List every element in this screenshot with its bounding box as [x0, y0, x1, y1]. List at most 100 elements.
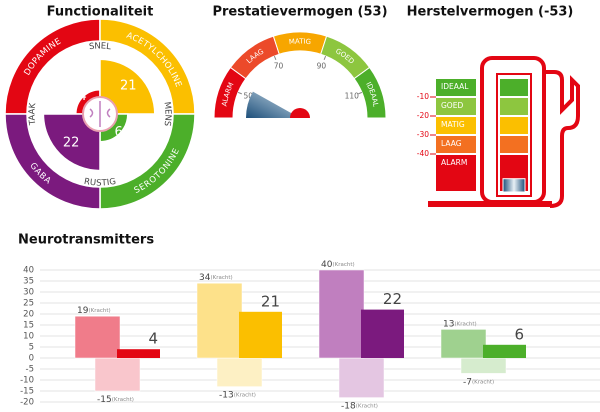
y-tick-label: 30	[23, 288, 34, 298]
chart-title: Neurotransmitters	[18, 233, 154, 248]
level-label: LAAG	[441, 139, 462, 148]
y-tick-label: -15	[20, 387, 34, 397]
bar	[94, 357, 141, 392]
value-label: 19(Kracht)	[77, 306, 111, 316]
bar	[483, 344, 526, 358]
level-column	[500, 136, 528, 153]
value-label: -15(Kracht)	[97, 395, 134, 405]
value-number: 34	[199, 273, 211, 283]
level-column	[500, 98, 528, 115]
value-label: 13(Kracht)	[443, 319, 477, 329]
bar	[74, 315, 121, 359]
value-note: (Kracht)	[332, 262, 354, 268]
bar	[460, 357, 507, 374]
value-label: 4	[78, 89, 86, 104]
value-label: -13(Kracht)	[219, 390, 256, 400]
level-label: GOED	[441, 101, 463, 110]
value-note: (Kracht)	[454, 321, 476, 327]
tank-base	[428, 201, 552, 207]
gauge-needle	[246, 91, 300, 118]
level-label: MATIG	[441, 120, 465, 129]
brain-icon	[89, 101, 111, 127]
value-label: -7(Kracht)	[463, 377, 494, 387]
polar-sector	[42, 113, 101, 172]
value-note: (Kracht)	[210, 275, 232, 281]
inner-label: RUSTIG	[83, 176, 117, 188]
tick-mark	[358, 91, 363, 95]
inner-label: MENS	[162, 101, 173, 127]
bar	[216, 357, 263, 387]
bar	[318, 269, 365, 359]
y-tick-label: -5	[26, 365, 34, 375]
value-label: 6	[115, 125, 123, 140]
inner-label: SNEL	[89, 41, 112, 52]
y-tick-label: 25	[23, 299, 34, 309]
y-tick-label: 35	[23, 277, 34, 287]
value-note: (Kracht)	[356, 403, 378, 409]
tick-label: 110	[345, 92, 360, 101]
tick-label: 70	[274, 61, 284, 70]
y-tick-label: -10	[417, 92, 429, 101]
y-tick-label: 15	[23, 321, 34, 331]
value-note: (Kracht)	[112, 397, 134, 403]
bar	[239, 311, 282, 358]
level-box	[436, 117, 476, 134]
bar	[440, 329, 487, 359]
value-label: 22	[383, 290, 402, 308]
y-tick-label: -10	[20, 376, 34, 386]
y-tick-label: 20	[23, 310, 34, 320]
pump-hose	[544, 70, 580, 208]
value-number: -7	[463, 377, 472, 387]
tick-mark	[237, 91, 242, 95]
y-tick-label: 40	[23, 266, 34, 276]
value-number: 19	[77, 306, 89, 316]
tank-window	[496, 73, 532, 197]
value-note: (Kracht)	[234, 392, 256, 398]
value-number: 40	[321, 260, 333, 270]
level-box	[436, 155, 476, 191]
level-label: IDEAAL	[441, 82, 469, 91]
value-label: 22	[63, 135, 80, 150]
ring-segment	[4, 113, 101, 210]
tick-label: 90	[317, 61, 327, 70]
level-box	[436, 79, 476, 96]
level-column	[500, 117, 528, 134]
bar	[117, 349, 160, 358]
tick-mark	[273, 55, 277, 60]
gauge-band	[353, 66, 387, 119]
value-label: 4	[148, 330, 158, 348]
bar	[196, 282, 243, 359]
y-tick-label: 10	[23, 332, 34, 342]
level-box	[436, 98, 476, 115]
gauge-hub	[290, 108, 310, 118]
band-label: MATIG	[289, 37, 312, 46]
tick-label: 50	[243, 92, 253, 101]
value-number: -15	[97, 395, 112, 405]
inner-label: RUSTIG	[83, 176, 117, 188]
tick-mark	[323, 55, 327, 60]
value-label: 21	[120, 78, 137, 93]
polar-sector	[99, 58, 156, 115]
inner-label: MENS	[162, 101, 173, 127]
inner-label: TAAK	[27, 102, 38, 127]
bar	[338, 357, 385, 398]
y-tick-label: -20	[20, 398, 34, 408]
y-tick-label: 0	[29, 354, 34, 364]
value-label: 21	[261, 292, 280, 310]
y-tick-label: -30	[417, 130, 429, 139]
band-label: MATIG	[289, 37, 312, 46]
chart-title: Prestatievermogen (53)	[212, 5, 387, 20]
inner-label: SNEL	[89, 41, 112, 52]
value-label: 6	[514, 325, 524, 343]
level-indicator	[502, 178, 526, 193]
inner-label: TAAK	[27, 102, 38, 127]
bar	[361, 309, 404, 358]
chart-title: Herstelvermogen (-53)	[407, 5, 574, 20]
value-label: 40(Kracht)	[321, 260, 355, 270]
value-number: -18	[341, 401, 356, 411]
value-note: (Kracht)	[88, 308, 110, 314]
level-box	[436, 136, 476, 153]
y-tick-label: 5	[29, 343, 34, 353]
level-label: ALARM	[441, 158, 467, 167]
